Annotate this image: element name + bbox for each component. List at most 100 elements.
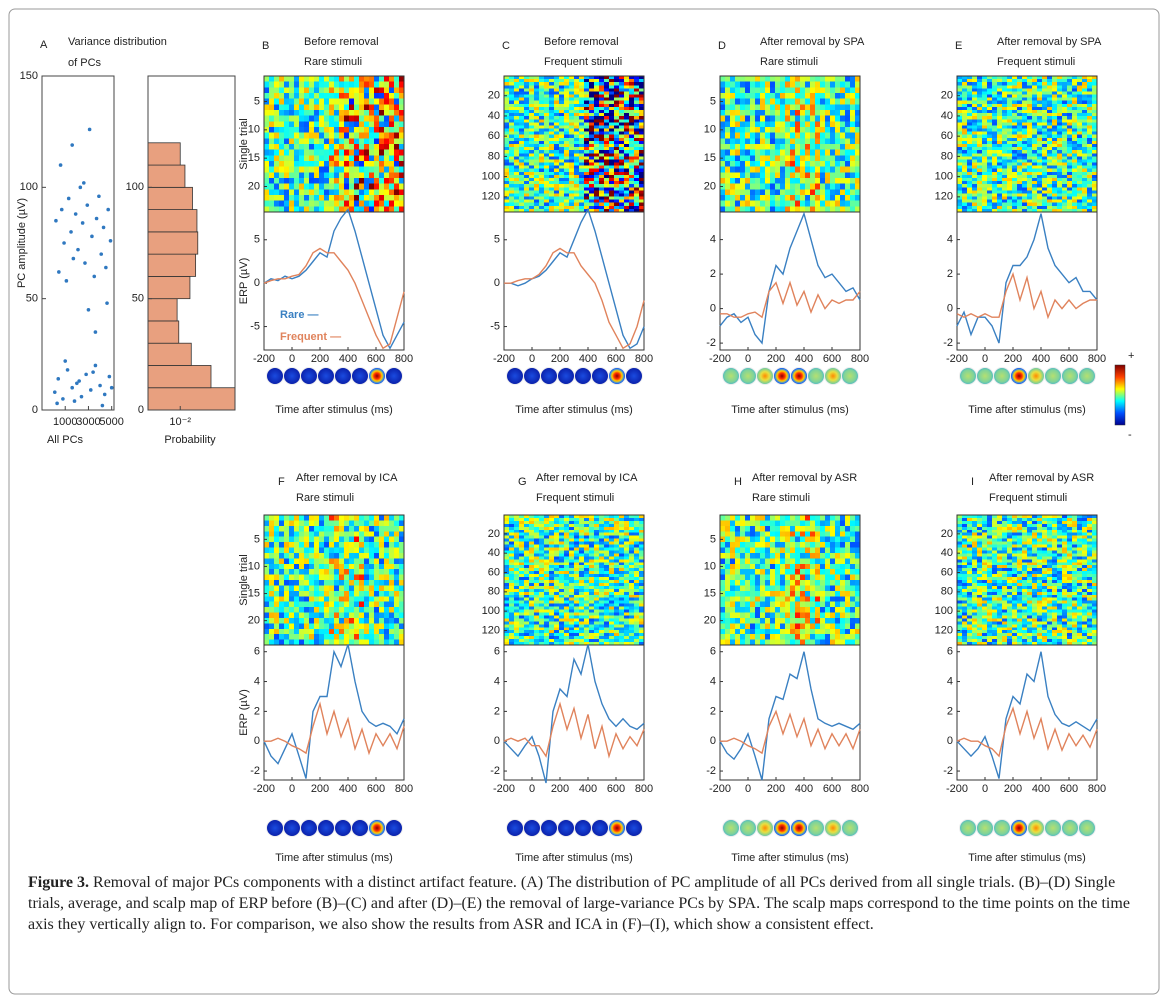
- heatmap-cell: [369, 520, 375, 527]
- heatmap-cell: [1027, 113, 1033, 117]
- heatmap-cell: [359, 115, 365, 122]
- heatmap-cell: [274, 127, 280, 134]
- heatmap-cell: [279, 93, 285, 100]
- heatmap-cell: [589, 119, 595, 123]
- heatmap-cell: [559, 159, 565, 164]
- heatmap-cell: [559, 165, 565, 170]
- heatmap-cell: [394, 547, 400, 554]
- heatmap-cell: [544, 113, 550, 117]
- heatmap-cell: [1047, 134, 1053, 139]
- heatmap-cell: [589, 171, 595, 176]
- heatmap-cell: [790, 161, 796, 168]
- y-tick-label: 10: [704, 124, 716, 136]
- heatmap-cell: [349, 585, 355, 592]
- scatter-point: [52, 390, 57, 394]
- scalp-map: [1044, 367, 1062, 385]
- heatmap-cell: [309, 98, 315, 105]
- heatmap-cell: [309, 144, 315, 151]
- heatmap-cell: [977, 178, 983, 182]
- heatmap-cell: [529, 526, 535, 531]
- heatmap-cell: [619, 91, 625, 96]
- heatmap-cell: [389, 531, 395, 538]
- heatmap-cell: [569, 79, 575, 83]
- heatmap-cell: [539, 517, 545, 522]
- heatmap-cell: [745, 172, 751, 179]
- scalp-map: [824, 367, 842, 385]
- heatmap-cell: [609, 122, 615, 126]
- heatmap-cell: [379, 87, 385, 94]
- scatter-point: [78, 185, 83, 190]
- heatmap-cell: [304, 166, 310, 173]
- heatmap-cell: [1082, 165, 1088, 170]
- heatmap-cell: [815, 132, 821, 139]
- heatmap-cell: [785, 76, 791, 83]
- heatmap-cell: [815, 115, 821, 122]
- heatmap-cell: [524, 76, 530, 80]
- heatmap-cell: [559, 517, 565, 522]
- heatmap-cell: [629, 520, 635, 525]
- heatmap-cell: [384, 547, 390, 554]
- heatmap-cell: [1067, 190, 1073, 194]
- heatmap-cell: [745, 144, 751, 151]
- heatmap-cell: [394, 149, 400, 156]
- heatmap-cell: [1047, 140, 1053, 145]
- heatmap-cell: [1022, 178, 1028, 182]
- heatmap-cell: [374, 515, 380, 521]
- heatmap-cell: [740, 87, 746, 94]
- heatmap-cell: [624, 178, 630, 182]
- heatmap-cell: [825, 189, 831, 196]
- heatmap-cell: [977, 103, 983, 108]
- heatmap-cell: [594, 110, 600, 114]
- heatmap-cell: [329, 110, 335, 117]
- heatmap-cell: [304, 110, 310, 117]
- heatmap-cell: [1057, 125, 1063, 130]
- heatmap-cell: [519, 156, 525, 160]
- heatmap-cell: [374, 104, 380, 111]
- heatmap-cell: [359, 98, 365, 105]
- heatmap-cell: [509, 529, 515, 534]
- heatmap-cell: [1037, 122, 1043, 126]
- heatmap-cell: [559, 85, 565, 89]
- heatmap-cell: [544, 122, 550, 126]
- heatmap-cell: [274, 161, 280, 168]
- heatmap-cell: [1072, 144, 1078, 148]
- heatmap-cell: [825, 127, 831, 134]
- scatter-point: [75, 381, 79, 386]
- heatmap-cell: [967, 156, 973, 160]
- heatmap-cell: [639, 144, 645, 148]
- heatmap-cell: [987, 97, 993, 102]
- heatmap-cell: [855, 161, 861, 168]
- heatmap-cell: [820, 172, 826, 179]
- heatmap-cell: [1052, 199, 1058, 204]
- heatmap-cell: [1027, 181, 1033, 185]
- y-tick-label: 80: [941, 150, 953, 162]
- heatmap-cell: [967, 88, 973, 92]
- heatmap-cell: [514, 110, 520, 114]
- heatmap-cell: [559, 520, 565, 525]
- heatmap-cell: [1072, 122, 1078, 126]
- heatmap-cell: [1067, 202, 1073, 207]
- heatmap-cell: [514, 82, 520, 86]
- heatmap-cell: [579, 193, 585, 198]
- heatmap-cell: [369, 536, 375, 543]
- heatmap-cell: [589, 193, 595, 198]
- heatmap-cell: [1087, 94, 1093, 99]
- heatmap-cell: [629, 147, 635, 151]
- heatmap-cell: [639, 517, 645, 522]
- heatmap-cell: [569, 208, 575, 213]
- heatmap-cell: [534, 110, 540, 114]
- heatmap-cell: [795, 81, 801, 88]
- heatmap-cell: [509, 162, 515, 167]
- heatmap-cell: [294, 110, 300, 117]
- heatmap-cell: [1017, 144, 1023, 148]
- heatmap-cell: [349, 161, 355, 168]
- heatmap-cell: [369, 166, 375, 173]
- heatmap-cell: [750, 144, 756, 151]
- heatmap-cell: [1052, 168, 1058, 173]
- heatmap-cell: [614, 202, 620, 207]
- heatmap-cell: [780, 178, 786, 185]
- heatmap-cell: [599, 82, 605, 86]
- heatmap-cell: [1057, 103, 1063, 108]
- heatmap-cell: [349, 127, 355, 134]
